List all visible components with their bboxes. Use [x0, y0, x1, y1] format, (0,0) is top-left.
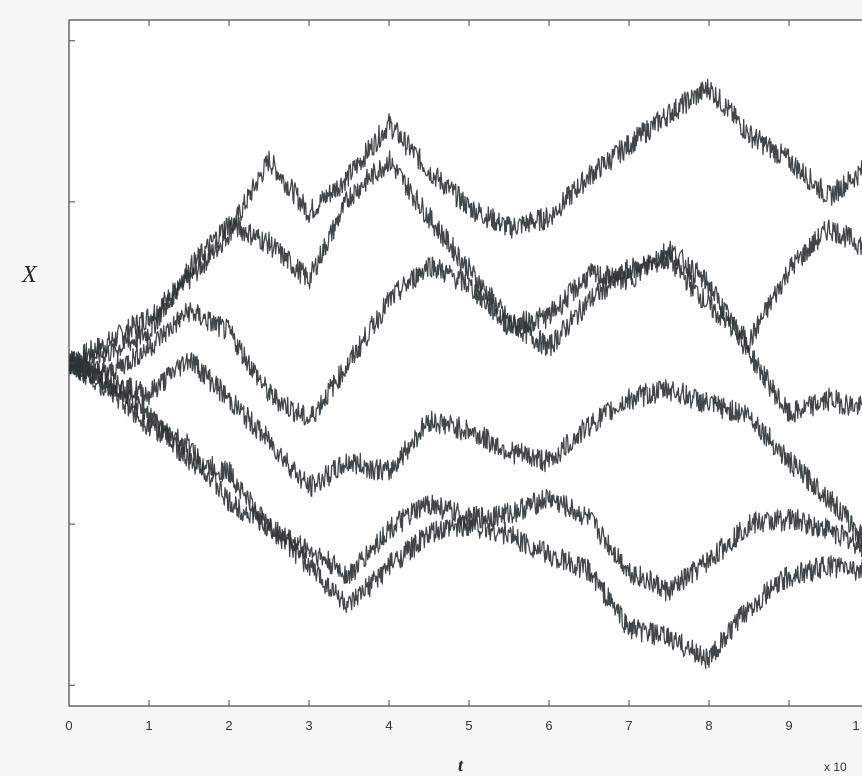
series-line-2 [68, 150, 862, 375]
x-tick-label: 6 [545, 718, 552, 733]
x-tick-label: 1 [145, 718, 152, 733]
series-line-6 [68, 354, 862, 670]
x-axis-ticks: 0 1 2 3 4 5 6 7 8 9 1 [65, 20, 860, 733]
x-tick-label: 4 [385, 718, 392, 733]
x-tick-label: 3 [305, 718, 312, 733]
x-tick-label: 8 [705, 718, 712, 733]
series-line-4 [68, 352, 862, 548]
x-tick-label: 7 [625, 718, 632, 733]
x-axis-label: t [458, 755, 464, 775]
series-line-3 [68, 240, 862, 426]
series-line-1 [68, 78, 862, 372]
x-tick-label: 9 [785, 718, 792, 733]
x-tick-label: 1 [852, 718, 859, 733]
series-lines [68, 78, 862, 670]
x-tick-label: 5 [465, 718, 472, 733]
y-axis-label: X [21, 262, 38, 288]
y-axis-ticks [69, 40, 75, 686]
x-exponent-label: x 10 [824, 760, 847, 774]
plot-background [69, 20, 862, 706]
x-tick-label: 2 [225, 718, 232, 733]
x-tick-label: 0 [65, 718, 72, 733]
